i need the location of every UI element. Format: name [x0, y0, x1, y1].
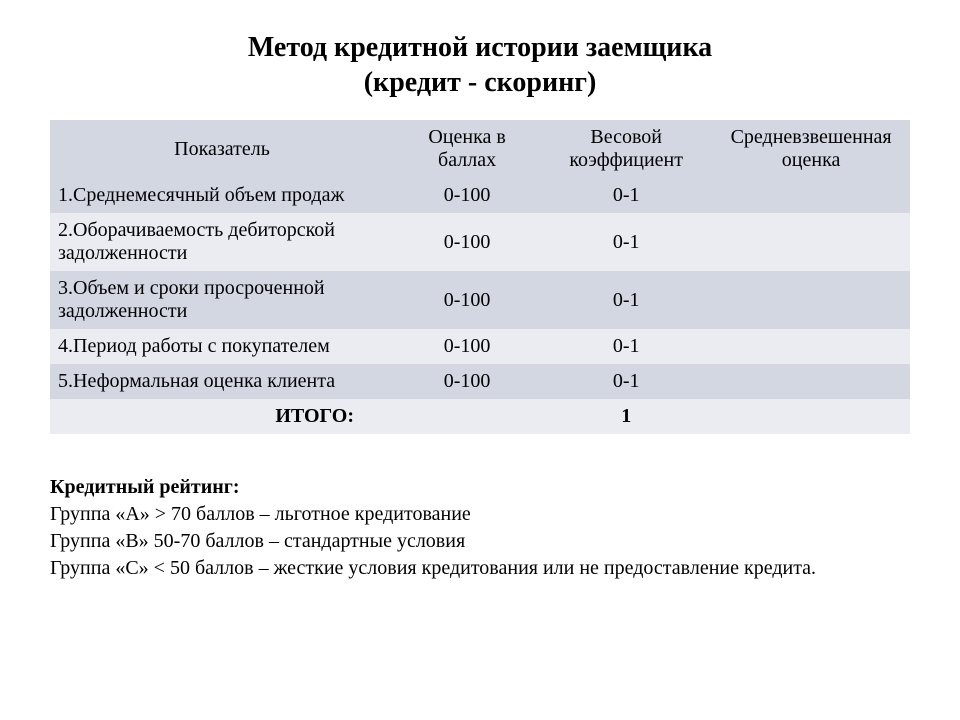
cell-indicator: 2.Оборачиваемость дебиторской задолженно… — [50, 213, 394, 271]
col-weighted: Средневзвешенная оценка — [712, 120, 910, 178]
cell-weighted — [712, 329, 910, 364]
cell-indicator: 4.Период работы с покупателем — [50, 329, 394, 364]
cell-weight: 0-1 — [540, 213, 712, 271]
credit-rating-block: Кредитный рейтинг: Группа «А» > 70 балло… — [50, 474, 910, 582]
table-row: 2.Оборачиваемость дебиторской задолженно… — [50, 213, 910, 271]
table-row: 5.Неформальная оценка клиента 0-100 0-1 — [50, 364, 910, 399]
cell-score: 0-100 — [394, 329, 540, 364]
page-title: Метод кредитной истории заемщика (кредит… — [50, 30, 910, 100]
cell-weight: 0-1 — [540, 271, 712, 329]
cell-weighted — [712, 178, 910, 213]
total-weighted — [712, 399, 910, 434]
col-score: Оценка в баллах — [394, 120, 540, 178]
cell-score: 0-100 — [394, 213, 540, 271]
cell-weight: 0-1 — [540, 364, 712, 399]
table-total-row: ИТОГО: 1 — [50, 399, 910, 434]
rating-heading: Кредитный рейтинг: — [50, 474, 910, 501]
cell-indicator: 5.Неформальная оценка клиента — [50, 364, 394, 399]
cell-score: 0-100 — [394, 271, 540, 329]
rating-line: Группа «В» 50-70 баллов – стандартные ус… — [50, 528, 910, 555]
table-header-row: Показатель Оценка в баллах Весовой коэфф… — [50, 120, 910, 178]
cell-indicator: 3.Объем и сроки просроченной задолженнос… — [50, 271, 394, 329]
col-indicator: Показатель — [50, 120, 394, 178]
cell-weight: 0-1 — [540, 329, 712, 364]
cell-weight: 0-1 — [540, 178, 712, 213]
rating-line: Группа «А» > 70 баллов – льготное кредит… — [50, 501, 910, 528]
rating-line: Группа «С» < 50 баллов – жесткие условия… — [50, 555, 910, 582]
title-line-1: Метод кредитной истории заемщика — [248, 32, 712, 63]
total-weight: 1 — [540, 399, 712, 434]
scoring-table: Показатель Оценка в баллах Весовой коэфф… — [50, 120, 910, 434]
col-weight: Весовой коэффициент — [540, 120, 712, 178]
cell-score: 0-100 — [394, 364, 540, 399]
cell-weighted — [712, 364, 910, 399]
table-row: 1.Среднемесячный объем продаж 0-100 0-1 — [50, 178, 910, 213]
title-line-2: (кредит - скоринг) — [364, 67, 597, 98]
table-row: 4.Период работы с покупателем 0-100 0-1 — [50, 329, 910, 364]
cell-indicator: 1.Среднемесячный объем продаж — [50, 178, 394, 213]
cell-score: 0-100 — [394, 178, 540, 213]
table-row: 3.Объем и сроки просроченной задолженнос… — [50, 271, 910, 329]
total-label: ИТОГО: — [50, 399, 394, 434]
total-score — [394, 399, 540, 434]
cell-weighted — [712, 271, 910, 329]
cell-weighted — [712, 213, 910, 271]
